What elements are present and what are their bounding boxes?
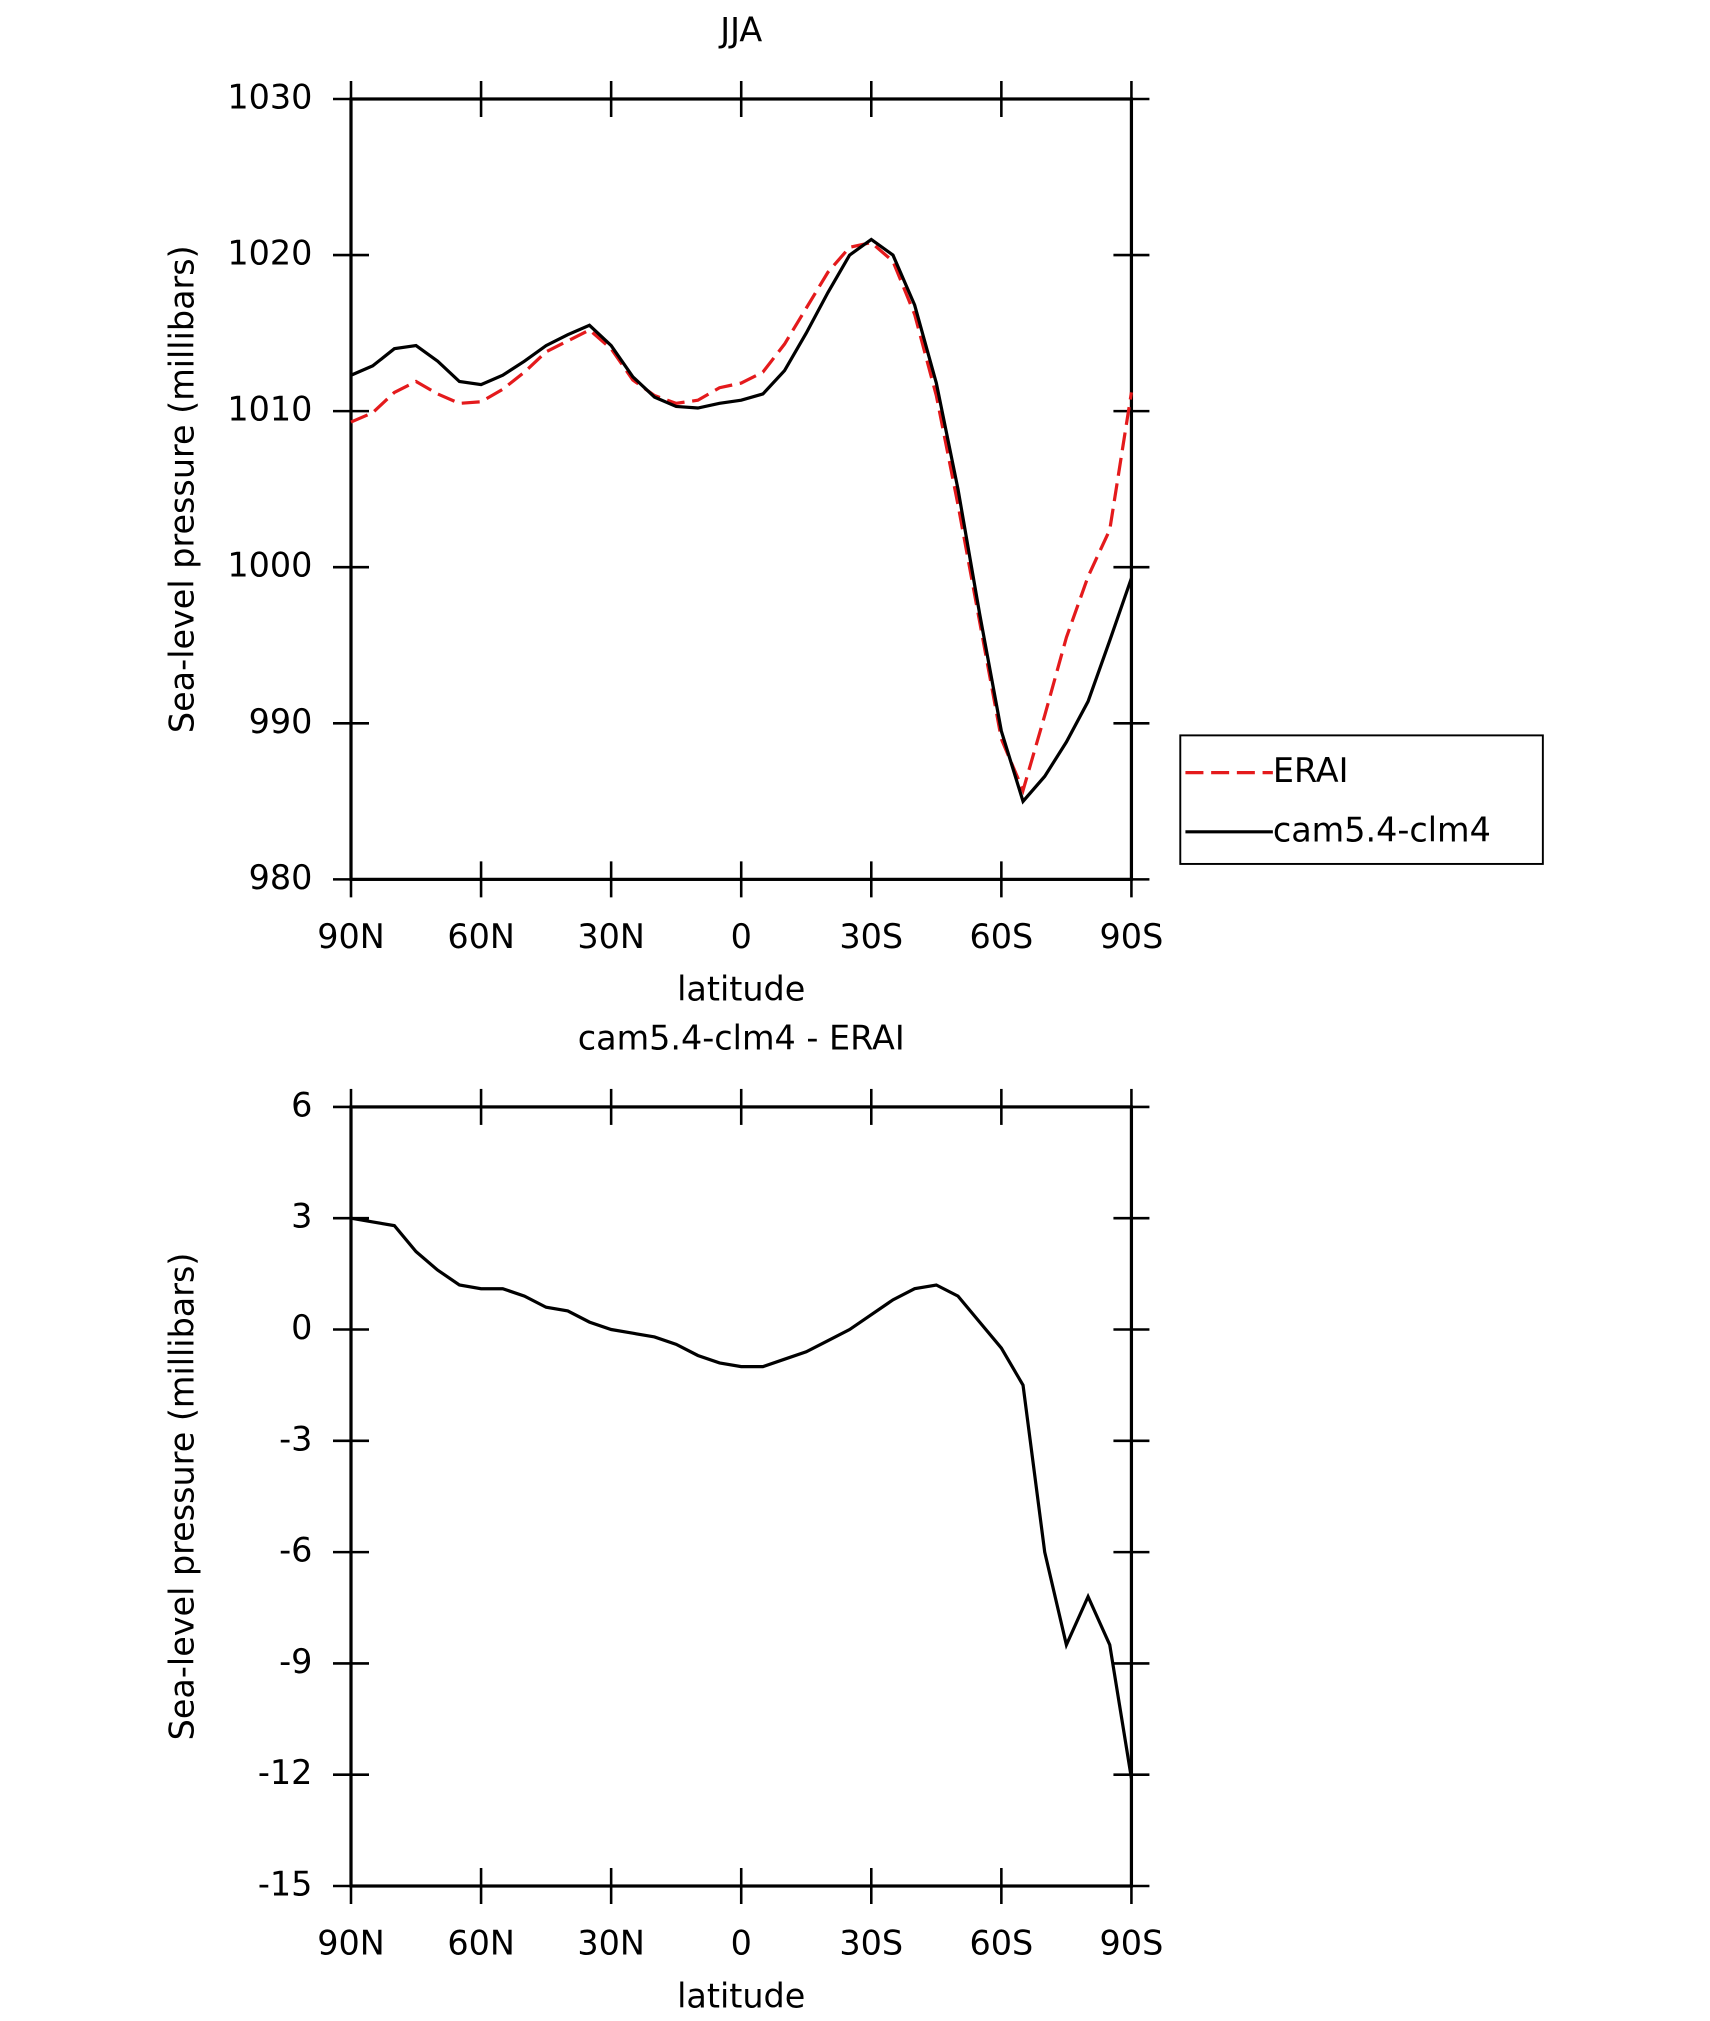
x-tick-label: 30N — [577, 1924, 645, 1963]
x-tick-label: 30N — [577, 917, 645, 956]
y-tick-label: -12 — [258, 1753, 313, 1792]
x-tick-label: 90N — [317, 917, 385, 956]
legend-label: ERAI — [1273, 751, 1349, 790]
data-line — [350, 1216, 1134, 1779]
y-tick-label: 1000 — [227, 546, 312, 585]
chart-title: JJA — [718, 11, 762, 50]
y-tick-label: 1020 — [227, 234, 312, 273]
plot-frame — [349, 97, 1134, 881]
x-axis-label: latitude — [677, 1976, 805, 2015]
y-tick-label: -6 — [279, 1531, 312, 1570]
y-tick-label: 980 — [249, 858, 313, 897]
legend-label: cam5.4-clm4 — [1273, 810, 1491, 849]
y-tick-label: 6 — [291, 1085, 312, 1124]
y-tick-label: 0 — [291, 1308, 312, 1347]
y-tick-label: 1030 — [227, 77, 312, 116]
y-axis-label: Sea-level pressure (millibars) — [162, 245, 201, 733]
x-tick-label: 90S — [1100, 1924, 1164, 1963]
y-tick-label: -15 — [258, 1865, 313, 1904]
x-tick-label: 90S — [1100, 917, 1164, 956]
y-tick-label: -9 — [279, 1642, 312, 1681]
plot-frame — [349, 1105, 1134, 1888]
data-line — [350, 237, 1133, 805]
chart-title: cam5.4-clm4 - ERAI — [578, 1019, 905, 1058]
y-tick-label: -3 — [279, 1419, 312, 1458]
y-tick-label: 990 — [249, 702, 313, 741]
x-tick-label: 90N — [317, 1924, 385, 1963]
y-tick-label: 1010 — [227, 390, 312, 429]
data-line — [350, 240, 1134, 796]
y-tick-label: 3 — [291, 1197, 312, 1236]
x-tick-label: 30S — [839, 917, 903, 956]
x-axis-label: latitude — [677, 970, 805, 1009]
x-tick-label: 0 — [731, 917, 752, 956]
x-tick-label: 60N — [447, 1924, 515, 1963]
x-tick-label: 60S — [969, 917, 1033, 956]
x-tick-label: 60S — [969, 1924, 1033, 1963]
x-tick-label: 0 — [731, 1924, 752, 1963]
y-axis-label: Sea-level pressure (millibars) — [162, 1253, 201, 1741]
x-tick-label: 30S — [839, 1924, 903, 1963]
legend-box — [1179, 734, 1544, 865]
x-tick-label: 60N — [447, 917, 515, 956]
